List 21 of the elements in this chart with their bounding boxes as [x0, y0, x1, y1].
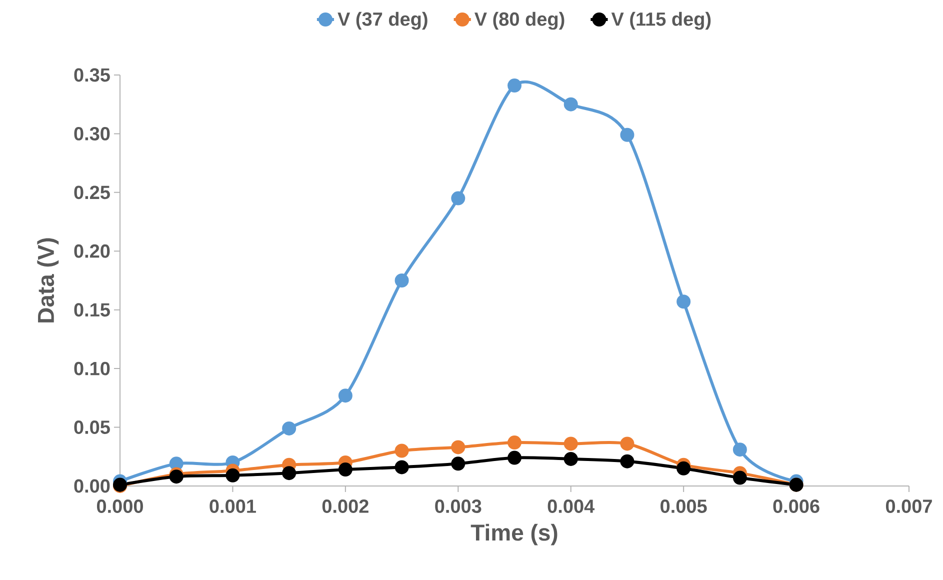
y-tick-label: 0.00	[74, 479, 110, 493]
legend-label: V (80 deg)	[474, 12, 564, 30]
x-tick-label: 0.007	[886, 500, 932, 513]
y-tick-label: 0.25	[74, 186, 110, 200]
y-tick-label: 0.30	[74, 126, 110, 140]
y-axis-title: Data (V)	[37, 238, 59, 322]
y-tick-label: 0.35	[74, 68, 110, 82]
x-tick-label: 0.001	[210, 500, 256, 513]
y-tick-label: 0.15	[74, 303, 110, 317]
y-tick-label: 0.05	[74, 420, 110, 434]
x-tick-label: 0.006	[773, 500, 820, 513]
x-tick-label: 0.005	[660, 500, 707, 513]
x-tick-label: 0.003	[435, 500, 482, 514]
y-tick-label: 0.10	[74, 362, 110, 376]
legend-label: V (37 deg)	[338, 12, 428, 30]
y-tick-label: 0.20	[74, 244, 110, 258]
x-tick-label: 0.004	[548, 500, 595, 513]
x-tick-label: 0.000	[96, 500, 143, 513]
x-axis-title: Time (s)	[470, 524, 558, 546]
legend-label: V (115 deg)	[611, 12, 711, 30]
x-tick-label: 0.002	[322, 500, 368, 513]
